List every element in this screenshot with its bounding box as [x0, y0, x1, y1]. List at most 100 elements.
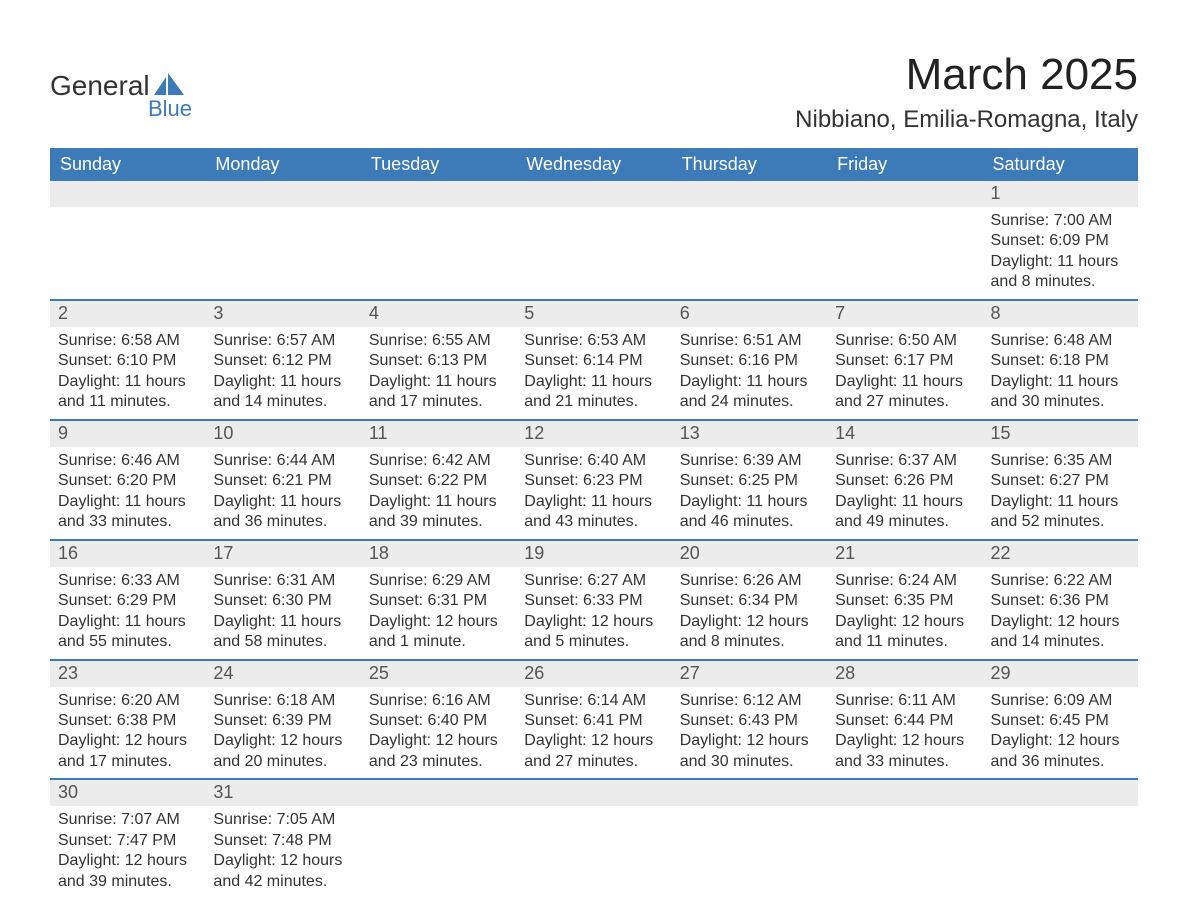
day-number: 19 — [516, 541, 671, 567]
day-header-tuesday: Tuesday — [361, 148, 516, 181]
day-data — [983, 806, 1138, 816]
sunrise-text: Sunrise: 6:46 AM — [58, 451, 197, 471]
day-number: 21 — [827, 541, 982, 567]
day-data — [672, 806, 827, 816]
day-number — [827, 780, 982, 806]
logo-text-general: General — [50, 70, 150, 102]
month-title: March 2025 — [795, 50, 1138, 100]
day-number — [827, 181, 982, 207]
calendar-cell — [983, 780, 1138, 898]
day-data: Sunrise: 6:14 AMSunset: 6:41 PMDaylight:… — [516, 687, 671, 779]
day-data: Sunrise: 7:05 AMSunset: 7:48 PMDaylight:… — [205, 806, 360, 898]
day-number: 18 — [361, 541, 516, 567]
day-number — [361, 181, 516, 207]
calendar-cell — [516, 780, 671, 898]
day-data: Sunrise: 6:29 AMSunset: 6:31 PMDaylight:… — [361, 567, 516, 659]
calendar-cell: 19Sunrise: 6:27 AMSunset: 6:33 PMDayligh… — [516, 541, 671, 659]
day-data: Sunrise: 6:12 AMSunset: 6:43 PMDaylight:… — [672, 687, 827, 779]
sunrise-text: Sunrise: 6:51 AM — [680, 331, 819, 351]
day-number: 15 — [983, 421, 1138, 447]
calendar-cell: 8Sunrise: 6:48 AMSunset: 6:18 PMDaylight… — [983, 301, 1138, 419]
day-data — [361, 207, 516, 217]
day-data: Sunrise: 6:26 AMSunset: 6:34 PMDaylight:… — [672, 567, 827, 659]
daylight-line1: Daylight: 11 hours — [213, 492, 352, 512]
sunset-text: Sunset: 6:35 PM — [835, 591, 974, 611]
daylight-line1: Daylight: 12 hours — [680, 731, 819, 751]
calendar-cell: 17Sunrise: 6:31 AMSunset: 6:30 PMDayligh… — [205, 541, 360, 659]
calendar-cell: 18Sunrise: 6:29 AMSunset: 6:31 PMDayligh… — [361, 541, 516, 659]
day-number: 16 — [50, 541, 205, 567]
day-number: 5 — [516, 301, 671, 327]
calendar-cell: 2Sunrise: 6:58 AMSunset: 6:10 PMDaylight… — [50, 301, 205, 419]
sunset-text: Sunset: 6:41 PM — [524, 711, 663, 731]
daylight-line2: and 39 minutes. — [58, 872, 197, 892]
sunrise-text: Sunrise: 6:33 AM — [58, 571, 197, 591]
daylight-line2: and 58 minutes. — [213, 632, 352, 652]
calendar-cell: 21Sunrise: 6:24 AMSunset: 6:35 PMDayligh… — [827, 541, 982, 659]
day-number: 2 — [50, 301, 205, 327]
daylight-line2: and 39 minutes. — [369, 512, 508, 532]
daylight-line1: Daylight: 11 hours — [58, 492, 197, 512]
daylight-line2: and 11 minutes. — [835, 632, 974, 652]
title-block: March 2025 Nibbiano, Emilia-Romagna, Ita… — [795, 50, 1138, 134]
sunrise-text: Sunrise: 6:16 AM — [369, 691, 508, 711]
daylight-line1: Daylight: 12 hours — [369, 612, 508, 632]
day-number — [516, 780, 671, 806]
daylight-line2: and 55 minutes. — [58, 632, 197, 652]
calendar-cell: 31Sunrise: 7:05 AMSunset: 7:48 PMDayligh… — [205, 780, 360, 898]
day-data: Sunrise: 6:53 AMSunset: 6:14 PMDaylight:… — [516, 327, 671, 419]
daylight-line2: and 36 minutes. — [991, 752, 1130, 772]
daylight-line1: Daylight: 12 hours — [58, 731, 197, 751]
day-data: Sunrise: 6:35 AMSunset: 6:27 PMDaylight:… — [983, 447, 1138, 539]
sunrise-text: Sunrise: 6:44 AM — [213, 451, 352, 471]
sunrise-text: Sunrise: 6:35 AM — [991, 451, 1130, 471]
daylight-line2: and 49 minutes. — [835, 512, 974, 532]
sunset-text: Sunset: 6:10 PM — [58, 351, 197, 371]
daylight-line1: Daylight: 12 hours — [991, 612, 1130, 632]
day-data — [205, 207, 360, 217]
sunset-text: Sunset: 6:40 PM — [369, 711, 508, 731]
sunset-text: Sunset: 6:13 PM — [369, 351, 508, 371]
day-data — [827, 207, 982, 217]
daylight-line2: and 14 minutes. — [213, 392, 352, 412]
day-number: 20 — [672, 541, 827, 567]
calendar: Sunday Monday Tuesday Wednesday Thursday… — [50, 148, 1138, 898]
week-row: 16Sunrise: 6:33 AMSunset: 6:29 PMDayligh… — [50, 539, 1138, 659]
day-number: 30 — [50, 780, 205, 806]
day-number: 14 — [827, 421, 982, 447]
daylight-line2: and 46 minutes. — [680, 512, 819, 532]
sunset-text: Sunset: 6:33 PM — [524, 591, 663, 611]
calendar-cell — [672, 780, 827, 898]
daylight-line1: Daylight: 11 hours — [369, 372, 508, 392]
sunset-text: Sunset: 6:17 PM — [835, 351, 974, 371]
day-number: 26 — [516, 661, 671, 687]
daylight-line2: and 33 minutes. — [58, 512, 197, 532]
daylight-line2: and 8 minutes. — [680, 632, 819, 652]
sunrise-text: Sunrise: 6:40 AM — [524, 451, 663, 471]
calendar-cell — [672, 181, 827, 299]
sunset-text: Sunset: 6:45 PM — [991, 711, 1130, 731]
sunrise-text: Sunrise: 6:58 AM — [58, 331, 197, 351]
page-header: General Blue March 2025 Nibbiano, Emilia… — [50, 50, 1138, 134]
day-data — [516, 207, 671, 217]
day-number: 4 — [361, 301, 516, 327]
daylight-line2: and 11 minutes. — [58, 392, 197, 412]
day-header-sunday: Sunday — [50, 148, 205, 181]
sunset-text: Sunset: 6:36 PM — [991, 591, 1130, 611]
daylight-line2: and 17 minutes. — [58, 752, 197, 772]
calendar-cell: 10Sunrise: 6:44 AMSunset: 6:21 PMDayligh… — [205, 421, 360, 539]
calendar-cell — [516, 181, 671, 299]
day-number: 13 — [672, 421, 827, 447]
sunrise-text: Sunrise: 7:05 AM — [213, 810, 352, 830]
calendar-cell: 12Sunrise: 6:40 AMSunset: 6:23 PMDayligh… — [516, 421, 671, 539]
day-number: 23 — [50, 661, 205, 687]
calendar-cell — [361, 780, 516, 898]
sunrise-text: Sunrise: 6:11 AM — [835, 691, 974, 711]
logo: General Blue — [50, 50, 192, 122]
sunrise-text: Sunrise: 6:42 AM — [369, 451, 508, 471]
daylight-line1: Daylight: 11 hours — [524, 492, 663, 512]
day-data — [361, 806, 516, 816]
sunrise-text: Sunrise: 6:18 AM — [213, 691, 352, 711]
sunrise-text: Sunrise: 7:00 AM — [991, 211, 1130, 231]
calendar-cell: 24Sunrise: 6:18 AMSunset: 6:39 PMDayligh… — [205, 661, 360, 779]
